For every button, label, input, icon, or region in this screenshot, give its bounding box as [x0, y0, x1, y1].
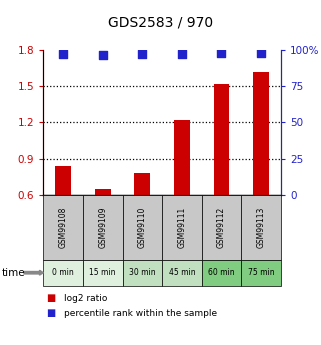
Point: [61, 51, 66, 57]
Text: GSM99109: GSM99109: [98, 207, 107, 248]
Bar: [174, 120, 190, 195]
Text: 30 min: 30 min: [129, 268, 156, 277]
Point: [100, 52, 105, 58]
Text: GSM99110: GSM99110: [138, 207, 147, 248]
Text: ■: ■: [47, 294, 56, 303]
Text: 45 min: 45 min: [169, 268, 195, 277]
Bar: [95, 189, 111, 195]
Text: percentile rank within the sample: percentile rank within the sample: [64, 309, 217, 318]
Text: GSM99113: GSM99113: [256, 207, 265, 248]
Text: GSM99108: GSM99108: [59, 207, 68, 248]
Point: [219, 50, 224, 56]
Bar: [253, 72, 269, 195]
Point: [140, 52, 145, 57]
Text: GDS2583 / 970: GDS2583 / 970: [108, 16, 213, 30]
Bar: [134, 173, 150, 195]
Text: GSM99111: GSM99111: [178, 207, 187, 248]
Text: 75 min: 75 min: [248, 268, 274, 277]
Point: [258, 50, 264, 56]
Point: [179, 52, 185, 57]
Text: GSM99112: GSM99112: [217, 207, 226, 248]
Text: 60 min: 60 min: [208, 268, 235, 277]
Text: log2 ratio: log2 ratio: [64, 294, 108, 303]
Text: ■: ■: [47, 308, 56, 318]
Bar: [213, 84, 230, 195]
Text: 15 min: 15 min: [90, 268, 116, 277]
Text: 0 min: 0 min: [52, 268, 74, 277]
Text: time: time: [2, 268, 25, 278]
Bar: [55, 166, 71, 195]
